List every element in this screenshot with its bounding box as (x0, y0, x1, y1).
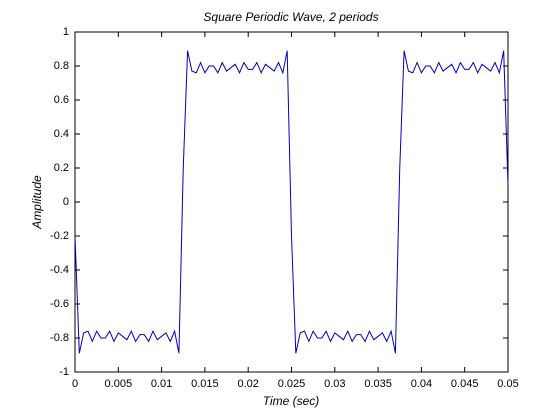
y-tick-label: -0.2 (50, 230, 69, 242)
x-axis-label: Time (sec) (263, 394, 320, 408)
x-tick-label: 0.025 (278, 378, 306, 390)
y-tick-label: 1 (63, 26, 69, 38)
x-tick-label: 0.03 (324, 378, 345, 390)
y-tick-label: 0.4 (54, 128, 69, 140)
y-tick-label: 0.2 (54, 162, 69, 174)
x-tick-label: 0.045 (451, 378, 479, 390)
x-tick-label: 0.05 (497, 378, 518, 390)
y-tick-label: 0 (63, 196, 69, 208)
x-tick-label: 0 (72, 378, 78, 390)
y-tick-label: 0.6 (54, 94, 69, 106)
x-tick-label: 0.015 (191, 378, 219, 390)
chart-title: Square Periodic Wave, 2 periods (203, 10, 378, 24)
y-tick-label: -0.4 (50, 264, 69, 276)
x-tick-label: 0.035 (364, 378, 392, 390)
y-tick-label: -0.8 (50, 332, 69, 344)
x-tick-label: 0.005 (105, 378, 133, 390)
x-tick-label: 0.01 (151, 378, 172, 390)
y-tick-label: 0.8 (54, 60, 69, 72)
plot-area (74, 31, 509, 373)
y-axis-label: Amplitude (30, 175, 44, 230)
y-tick-label: -0.6 (50, 298, 69, 310)
x-tick-label: 0.04 (411, 378, 432, 390)
line-series (74, 50, 509, 354)
x-tick-label: 0.02 (237, 378, 258, 390)
y-tick-label: -1 (59, 366, 69, 378)
